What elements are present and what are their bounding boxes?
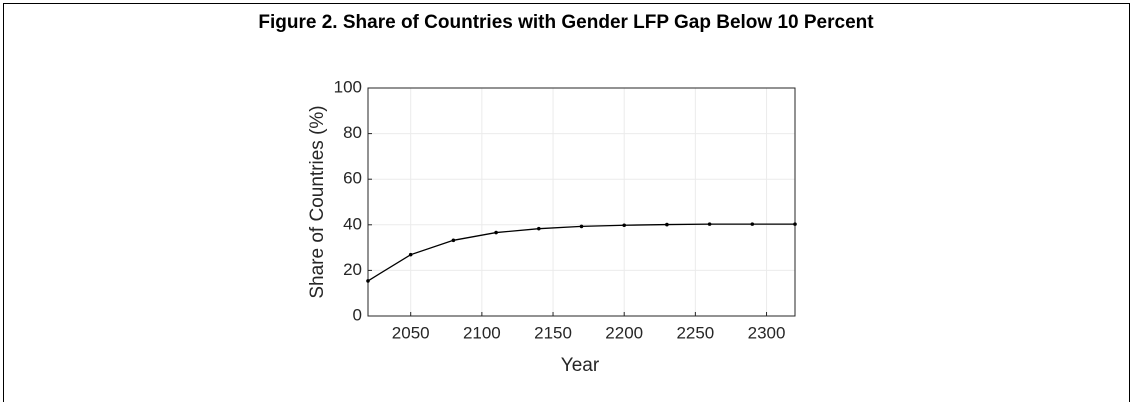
x-tick-label: 2100 <box>463 323 501 342</box>
x-tick-label: 2050 <box>392 323 430 342</box>
frame <box>3 3 1130 402</box>
x-tick-label: 2300 <box>748 323 786 342</box>
chart-title: Figure 2. Share of Countries with Gender… <box>258 12 874 33</box>
point <box>579 224 584 229</box>
point <box>408 252 413 257</box>
x-tick-label: 2200 <box>605 323 643 342</box>
y-tick-label: 0 <box>353 305 362 324</box>
y-tick-label: 100 <box>334 77 362 96</box>
y-tick-label: 20 <box>343 260 362 279</box>
point <box>793 222 797 226</box>
line <box>367 223 795 282</box>
point <box>494 230 498 235</box>
y-axis-label: Share of Countries (%) <box>307 105 328 298</box>
point <box>451 238 456 243</box>
y-tick-label: 60 <box>343 169 362 188</box>
point <box>707 222 712 226</box>
x-axis-label: Year <box>561 355 600 376</box>
point <box>622 223 626 228</box>
point <box>366 279 370 283</box>
point <box>665 222 669 227</box>
plot-frame <box>367 87 796 317</box>
point <box>750 222 755 226</box>
point <box>537 226 541 231</box>
x-tick-label: 2250 <box>676 323 714 342</box>
x-tick-label: 2150 <box>534 323 572 342</box>
y-tick-label: 80 <box>343 123 362 142</box>
y-tick-label: 40 <box>343 214 362 233</box>
